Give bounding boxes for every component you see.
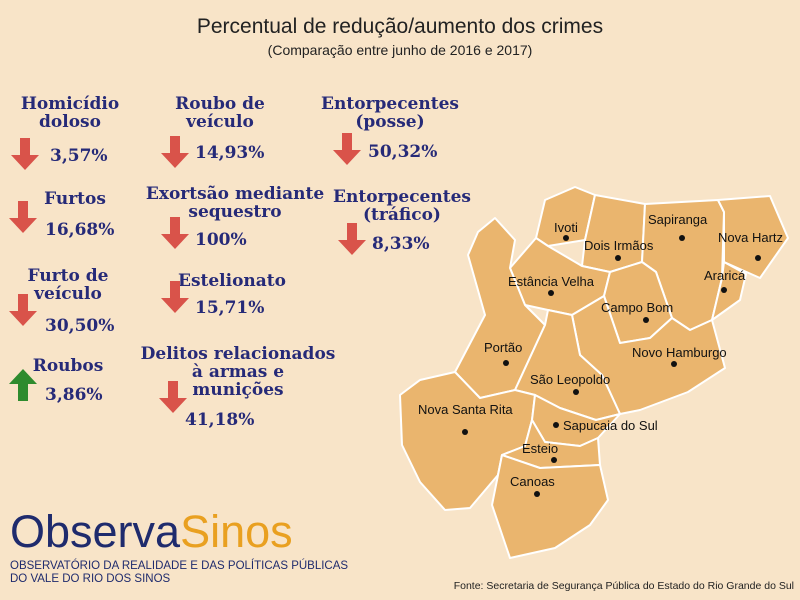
city-marker-nova-hartz xyxy=(755,255,761,261)
city-marker-sapiranga xyxy=(679,235,685,241)
city-marker-campo-bom xyxy=(643,317,649,323)
city-label-sao-leopoldo: São Leopoldo xyxy=(530,372,610,387)
arrow-down-icon xyxy=(9,201,37,233)
city-marker-esteio xyxy=(551,457,557,463)
arrow-down-icon xyxy=(161,217,189,249)
arrow-down-icon xyxy=(161,281,189,313)
arrow-down-icon xyxy=(11,138,39,170)
stat-value: 14,93% xyxy=(195,143,265,163)
observasinos-logo: ObservaSinos xyxy=(10,506,293,557)
page-title: Percentual de redução/aumento dos crimes xyxy=(196,15,604,38)
city-label-esteio: Esteio xyxy=(522,441,558,456)
arrow-down-icon xyxy=(338,223,366,255)
city-label-nova-santa-rita: Nova Santa Rita xyxy=(418,402,513,417)
city-marker-dois-irmaos xyxy=(615,255,621,261)
source-note: Fonte: Secretaria de Segurança Pública d… xyxy=(453,580,794,592)
map-region-ararica xyxy=(711,261,747,321)
stat-value: 3,86% xyxy=(45,385,103,405)
map-region-dois-irmaos xyxy=(581,194,646,273)
city-marker-sapucaia-do-sul xyxy=(553,422,559,428)
city-label-ivoti: Ivoti xyxy=(554,220,578,235)
arrow-down-icon xyxy=(333,133,361,165)
stat-value: 8,33% xyxy=(372,234,430,254)
stat-value: 100% xyxy=(195,230,247,250)
city-marker-ararica xyxy=(721,287,727,293)
stat-value: 41,18% xyxy=(185,410,255,430)
stat-name: Entorpecentes (tráfico) xyxy=(333,187,471,225)
city-marker-nova-santa-rita xyxy=(462,429,468,435)
city-label-ararica: Araricá xyxy=(704,268,746,283)
stat-name: Delitos relacionados à armas e munições xyxy=(140,344,336,400)
city-label-portao: Portão xyxy=(484,340,522,355)
stat-name: Furtos xyxy=(44,189,106,209)
city-label-sapucaia-do-sul: Sapucaia do Sul xyxy=(563,418,658,433)
city-label-dois-irmaos: Dois Irmãos xyxy=(584,238,654,253)
stat-name: Entorpecentes (posse) xyxy=(321,94,459,132)
city-marker-sao-leopoldo xyxy=(573,389,579,395)
arrow-down-icon xyxy=(159,381,187,413)
city-label-novo-hamburgo: Novo Hamburgo xyxy=(632,345,727,360)
city-marker-ivoti xyxy=(563,235,569,241)
arrow-up-icon xyxy=(9,369,37,401)
city-marker-canoas xyxy=(534,491,540,497)
stat-value: 15,71% xyxy=(195,298,265,318)
city-marker-portao xyxy=(503,360,509,366)
city-label-sapiranga: Sapiranga xyxy=(648,212,708,227)
city-marker-estancia-velha xyxy=(548,290,554,296)
stat-name: Furto de veículo xyxy=(27,266,109,304)
stat-name: Exortsão mediante sequestro xyxy=(145,184,325,222)
city-label-canoas: Canoas xyxy=(510,474,555,489)
stat-name: Roubos xyxy=(32,356,104,376)
logo-subtitle: OBSERVATÓRIO DA REALIDADE E DAS POLÍTICA… xyxy=(10,560,349,585)
stat-value: 3,57% xyxy=(50,146,108,166)
stat-name: Roubo de veículo xyxy=(175,94,265,132)
arrow-down-icon xyxy=(161,136,189,168)
city-label-nova-hartz: Nova Hartz xyxy=(718,230,783,245)
city-marker-novo-hamburgo xyxy=(671,361,677,367)
map-region-nova-hartz xyxy=(717,195,789,279)
stat-value: 50,32% xyxy=(368,142,438,162)
arrow-down-icon xyxy=(9,294,37,326)
page-subtitle: (Comparação entre junho de 2016 e 2017) xyxy=(267,42,533,58)
city-label-estancia-velha: Estância Velha xyxy=(508,274,595,289)
stat-name: Homicídio doloso xyxy=(20,94,120,132)
stat-value: 30,50% xyxy=(45,316,115,336)
stat-value: 16,68% xyxy=(45,220,115,240)
map-region-canoas xyxy=(491,454,609,559)
city-label-campo-bom: Campo Bom xyxy=(601,300,673,315)
stat-name: Estelionato xyxy=(177,271,287,291)
